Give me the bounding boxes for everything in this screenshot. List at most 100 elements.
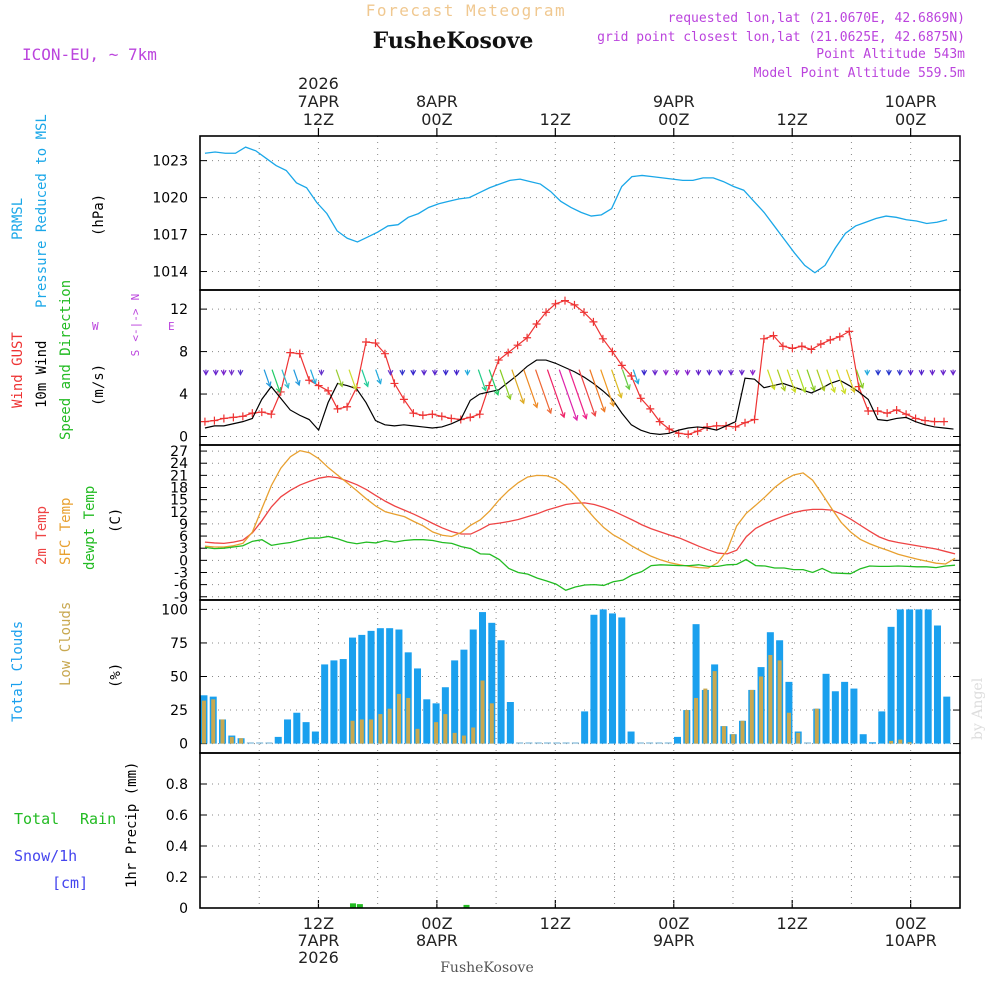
- bottom-time-label: 7APR: [297, 931, 339, 950]
- wind-arrow: [523, 369, 538, 408]
- temp-ytick-label: 3: [179, 541, 188, 557]
- wind-arrow-head: [351, 384, 358, 391]
- wind-arrow-head: [950, 369, 957, 376]
- wind-ytick-label: 12: [170, 302, 188, 318]
- wind-arrow-head: [237, 369, 244, 376]
- gust-marker: [816, 340, 825, 349]
- wind-arrow-head: [662, 369, 669, 376]
- gust-marker: [418, 411, 427, 420]
- bottom-time-label: 8APR: [416, 931, 458, 950]
- top-time-label: 9APR: [653, 92, 695, 111]
- footer-location: FusheKosove: [440, 960, 534, 976]
- pressure-panel: 1014 1017 1020 1023: [152, 135, 961, 291]
- low-cloud-bar: [489, 703, 494, 744]
- wind-arrow: [535, 369, 552, 414]
- wind-arrow-head: [738, 369, 745, 376]
- total-cloud-bar: [506, 702, 514, 744]
- total-cloud-bar: [571, 742, 579, 744]
- total-cloud-bar: [469, 629, 477, 744]
- total-cloud-bar: [293, 712, 301, 744]
- precip-ytick-label: 0.8: [166, 777, 188, 793]
- total-cloud-bar: [850, 688, 858, 744]
- requested-coords: requested lon,lat (21.0670E, 42.6869N): [668, 11, 965, 26]
- location-title: FusheKosove: [373, 28, 534, 54]
- wind-arrow-head: [684, 369, 691, 376]
- total-cloud-bar: [692, 624, 700, 744]
- low-cloud-bar: [768, 655, 773, 744]
- total-cloud-bar: [274, 736, 282, 744]
- wind-arrow-head: [464, 369, 471, 376]
- clouds-panel: 0 25 50 75 100: [161, 599, 961, 754]
- precip-ytick-label: 0.4: [166, 839, 188, 855]
- panels: 101410171020102304812-9-6-30369121518212…: [152, 135, 961, 917]
- gust-marker: [788, 344, 797, 353]
- total-cloud-bar: [246, 742, 254, 744]
- low-cloud-bar: [721, 726, 726, 744]
- total-cloud-bar: [822, 673, 830, 744]
- wind-arrow: [836, 369, 846, 394]
- total-cloud-bar: [627, 731, 635, 744]
- clouds-ytick-label: 50: [170, 670, 188, 686]
- low-cloud-bar: [415, 728, 420, 744]
- compass-n: N: [129, 294, 142, 301]
- gust-marker: [523, 333, 532, 342]
- low-cloud-bar: [396, 693, 401, 744]
- gust-marker: [286, 348, 295, 357]
- model-altitude: Model Point Altitude 559.5m: [754, 66, 965, 81]
- total-cloud-bar: [284, 719, 292, 744]
- low-cloud-bar: [777, 660, 782, 744]
- top-time-label: 12Z: [540, 110, 571, 129]
- model-name: ICON-EU, ~ 7km: [22, 45, 157, 64]
- wind-arrow-head: [572, 414, 579, 422]
- low-cloud-bar: [731, 734, 736, 744]
- low-cloud-bar: [211, 699, 216, 744]
- gust-marker: [873, 407, 882, 416]
- total-cloud-bar: [896, 609, 904, 744]
- top-time-label: 12Z: [303, 110, 334, 129]
- wind-arrow-head: [875, 369, 882, 376]
- clouds-ytick-label: 75: [170, 636, 188, 652]
- wind-arrow: [786, 369, 796, 393]
- temp-ytick-label: 0: [179, 553, 188, 569]
- gust-marker: [343, 402, 352, 411]
- wind-arrow: [578, 369, 596, 417]
- gust-marker: [769, 331, 778, 340]
- temp-2m-label: 2m Temp: [34, 506, 50, 565]
- wind-unit: (m/s): [91, 364, 107, 406]
- wind-line: [204, 359, 954, 435]
- total-cloud-bar: [803, 742, 811, 744]
- wind-arrow-head: [896, 369, 903, 376]
- total-label: Total: [14, 810, 59, 828]
- pressure-ytick-label: 1014: [152, 265, 188, 281]
- total-cloud-bar: [887, 626, 895, 744]
- gust-marker: [759, 334, 768, 343]
- bottom-time-label: 9APR: [653, 931, 695, 950]
- wind-arrow: [511, 369, 525, 404]
- wind-arrow: [826, 369, 836, 393]
- total-cloud-bar: [479, 612, 487, 744]
- total-cloud-bar: [395, 629, 403, 744]
- gust-marker: [475, 410, 484, 419]
- wind-arrow: [558, 369, 578, 421]
- gust-marker: [333, 404, 342, 413]
- wind-frame: [199, 289, 961, 446]
- total-clouds-label: Total Clouds: [10, 621, 26, 722]
- wind-arrow: [796, 369, 806, 393]
- gust-marker: [750, 415, 759, 424]
- total-cloud-bar: [655, 742, 663, 744]
- low-cloud-bar: [712, 671, 717, 744]
- top-time-label: 00Z: [421, 110, 452, 129]
- low-cloud-bar: [796, 732, 801, 744]
- gust-marker: [665, 425, 674, 434]
- gust-marker: [883, 409, 892, 418]
- wind-arrow-head: [840, 388, 847, 395]
- low-cloud-bar: [694, 697, 699, 744]
- total-cloud-bar: [636, 742, 644, 744]
- gust-marker: [807, 345, 816, 354]
- wind-arrow-head: [800, 386, 807, 394]
- total-cloud-bar: [943, 696, 951, 744]
- low-cloud-bar: [201, 700, 206, 744]
- wind-arrow-head: [625, 384, 631, 391]
